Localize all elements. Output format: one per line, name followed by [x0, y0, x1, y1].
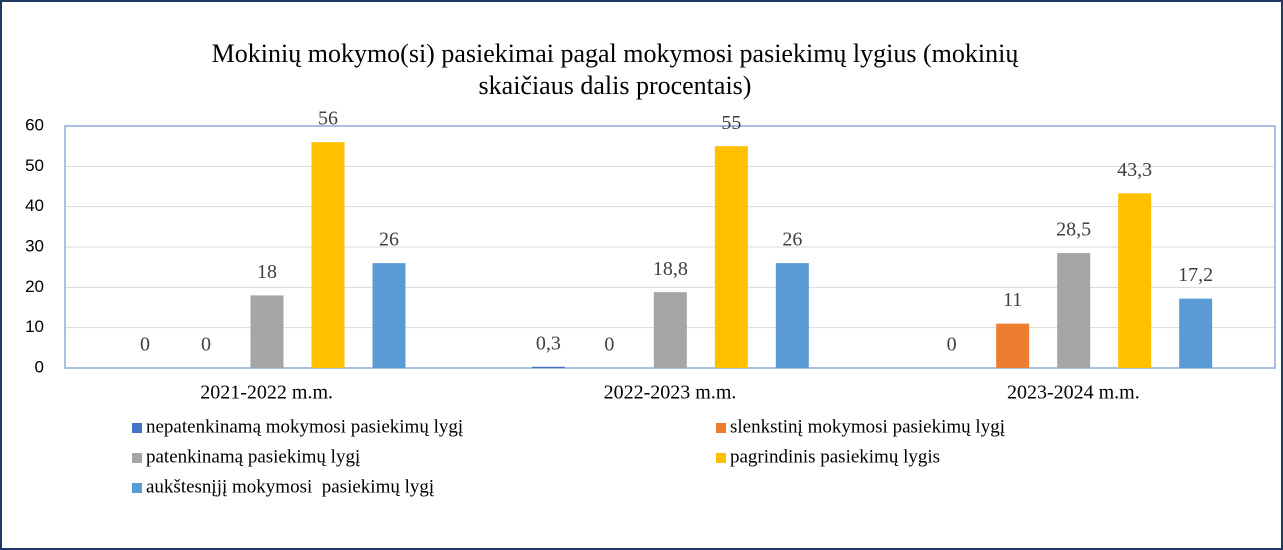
y-tick-label: 40	[25, 196, 44, 215]
y-tick-label: 50	[25, 156, 44, 175]
bar	[531, 366, 565, 368]
data-label: 0	[201, 334, 211, 356]
bar	[653, 292, 687, 368]
y-tick-label: 30	[25, 236, 44, 255]
x-tick-label: 2023-2024 m.m.	[1007, 382, 1140, 404]
x-tick-label: 2022-2023 m.m.	[604, 382, 737, 404]
legend-label: pagrindinis pasiekimų lygis	[730, 446, 940, 467]
data-label: 26	[782, 229, 802, 251]
data-label: 0,3	[536, 332, 561, 354]
bar	[996, 323, 1030, 368]
x-tick-label: 2021-2022 m.m.	[200, 382, 333, 404]
data-label: 26	[379, 229, 399, 251]
legend-swatch	[132, 423, 142, 433]
legend-swatch	[132, 453, 142, 463]
data-label: 18,8	[653, 258, 688, 280]
legend-swatch	[132, 483, 142, 493]
legend-label: patenkinamą pasiekimų lygį	[146, 446, 360, 467]
legend-swatch	[716, 453, 726, 463]
legend-swatch	[716, 423, 726, 433]
data-label: 0	[604, 334, 614, 356]
bar	[1179, 298, 1213, 368]
bar	[775, 263, 809, 368]
legend-label: aukštesnįjį mokymosi pasiekimų lygį	[146, 476, 434, 497]
y-tick-label: 10	[25, 317, 44, 336]
data-label: 17,2	[1178, 264, 1213, 286]
legend-label: nepatenkinamą mokymosi pasiekimų lygį	[146, 416, 463, 437]
y-tick-label: 60	[25, 115, 44, 134]
data-label: 0	[947, 334, 957, 356]
bar	[714, 146, 748, 368]
bar	[311, 142, 345, 368]
data-label: 28,5	[1056, 219, 1091, 241]
bar	[372, 263, 406, 368]
y-tick-label: 20	[25, 277, 44, 296]
legend-label: slenkstinį mokymosi pasiekimų lygį	[730, 416, 1005, 437]
data-label: 18	[257, 261, 277, 283]
chart-title: Mokinių mokymo(si) pasiekimai pagal moky…	[211, 39, 1025, 100]
data-label: 11	[1003, 289, 1022, 311]
data-label: 0	[140, 334, 150, 356]
bar	[1057, 253, 1091, 368]
bar	[1118, 193, 1152, 368]
data-label: 56	[318, 108, 338, 130]
y-tick-label: 0	[35, 357, 44, 376]
data-label: 55	[721, 112, 741, 134]
bar	[250, 295, 284, 368]
data-label: 43,3	[1117, 159, 1152, 181]
